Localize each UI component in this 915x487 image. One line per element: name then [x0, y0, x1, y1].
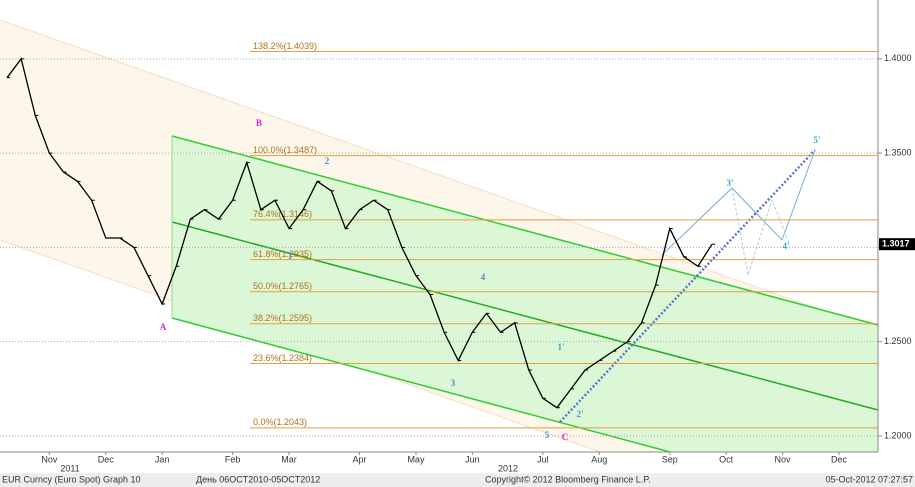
projection-alt — [731, 187, 791, 276]
projection-path — [661, 149, 816, 256]
x-tick-label: Jun — [465, 454, 480, 464]
wave-label: 4 — [481, 272, 486, 282]
y-tick-label: 1.4000 — [884, 53, 912, 63]
x-tick-label: Mar — [281, 454, 297, 464]
last-price-box — [879, 238, 915, 251]
wave-label: 4' — [782, 241, 789, 251]
channel-middle — [171, 221, 879, 411]
x-tick-label: Apr — [353, 454, 367, 464]
last-price-label: 1.3017 — [882, 239, 910, 249]
wave-label: 3' — [726, 178, 733, 188]
channel-upper — [171, 135, 879, 326]
y-tick-label: 1.3500 — [884, 147, 912, 157]
x-tick-label: May — [407, 454, 425, 464]
wave-label: 5 — [545, 430, 550, 440]
fib-label: 0.0%(1.2043) — [253, 417, 307, 427]
footer-text: Copyright© 2012 Bloomberg Finance L.P. — [485, 474, 651, 484]
wave-label: C — [562, 432, 569, 442]
x-tick-label: Dec — [98, 454, 115, 464]
wave-label: 2' — [576, 409, 583, 419]
fib-label: 138.2%(1.4039) — [253, 41, 317, 51]
x-tick-label: Dec — [831, 454, 848, 464]
x-tick-label: Sep — [662, 454, 678, 464]
footer-text: EUR Curncy (Euro Spot) Graph 10 — [2, 474, 141, 484]
wave-label: B — [256, 118, 262, 128]
old-channel-line — [0, 19, 879, 331]
wave-label: A — [160, 322, 167, 332]
fib-label: 23.6%(1.2384) — [253, 353, 312, 363]
x-tick-label: Jul — [537, 454, 549, 464]
x-tick-label: Nov — [775, 454, 792, 464]
fib-label: 100.0%(1.3487) — [253, 145, 317, 155]
wave-label: 2 — [325, 156, 330, 166]
wave-label: 1' — [557, 342, 564, 352]
y-tick-label: 1.2000 — [884, 430, 912, 440]
x-tick-label: Feb — [225, 454, 241, 464]
x-tick-label: Oct — [719, 454, 734, 464]
footer-text: День 06OCT2010-05OCT2012 — [196, 474, 320, 484]
year-label: 2012 — [498, 463, 518, 473]
y-tick-label: 1.2500 — [884, 336, 912, 346]
fib-label: 61.8%(1.2935) — [253, 249, 312, 259]
year-label: 2011 — [60, 463, 79, 473]
wave-label: 1 — [288, 251, 293, 261]
wave-label: 5' — [813, 135, 820, 145]
fib-label: 38.2%(1.2595) — [253, 313, 312, 323]
wave-label: 3 — [451, 378, 456, 388]
x-tick-label: Nov — [41, 454, 58, 464]
x-tick-label: Jan — [155, 454, 170, 464]
channel — [172, 136, 878, 452]
x-tick-label: Aug — [591, 454, 607, 464]
channel-lower — [171, 317, 671, 453]
footer-bar — [0, 473, 915, 487]
footer-text: 05-Oct-2012 07:27:57 — [825, 474, 913, 484]
fib-label: 50.0%(1.2765) — [253, 281, 312, 291]
